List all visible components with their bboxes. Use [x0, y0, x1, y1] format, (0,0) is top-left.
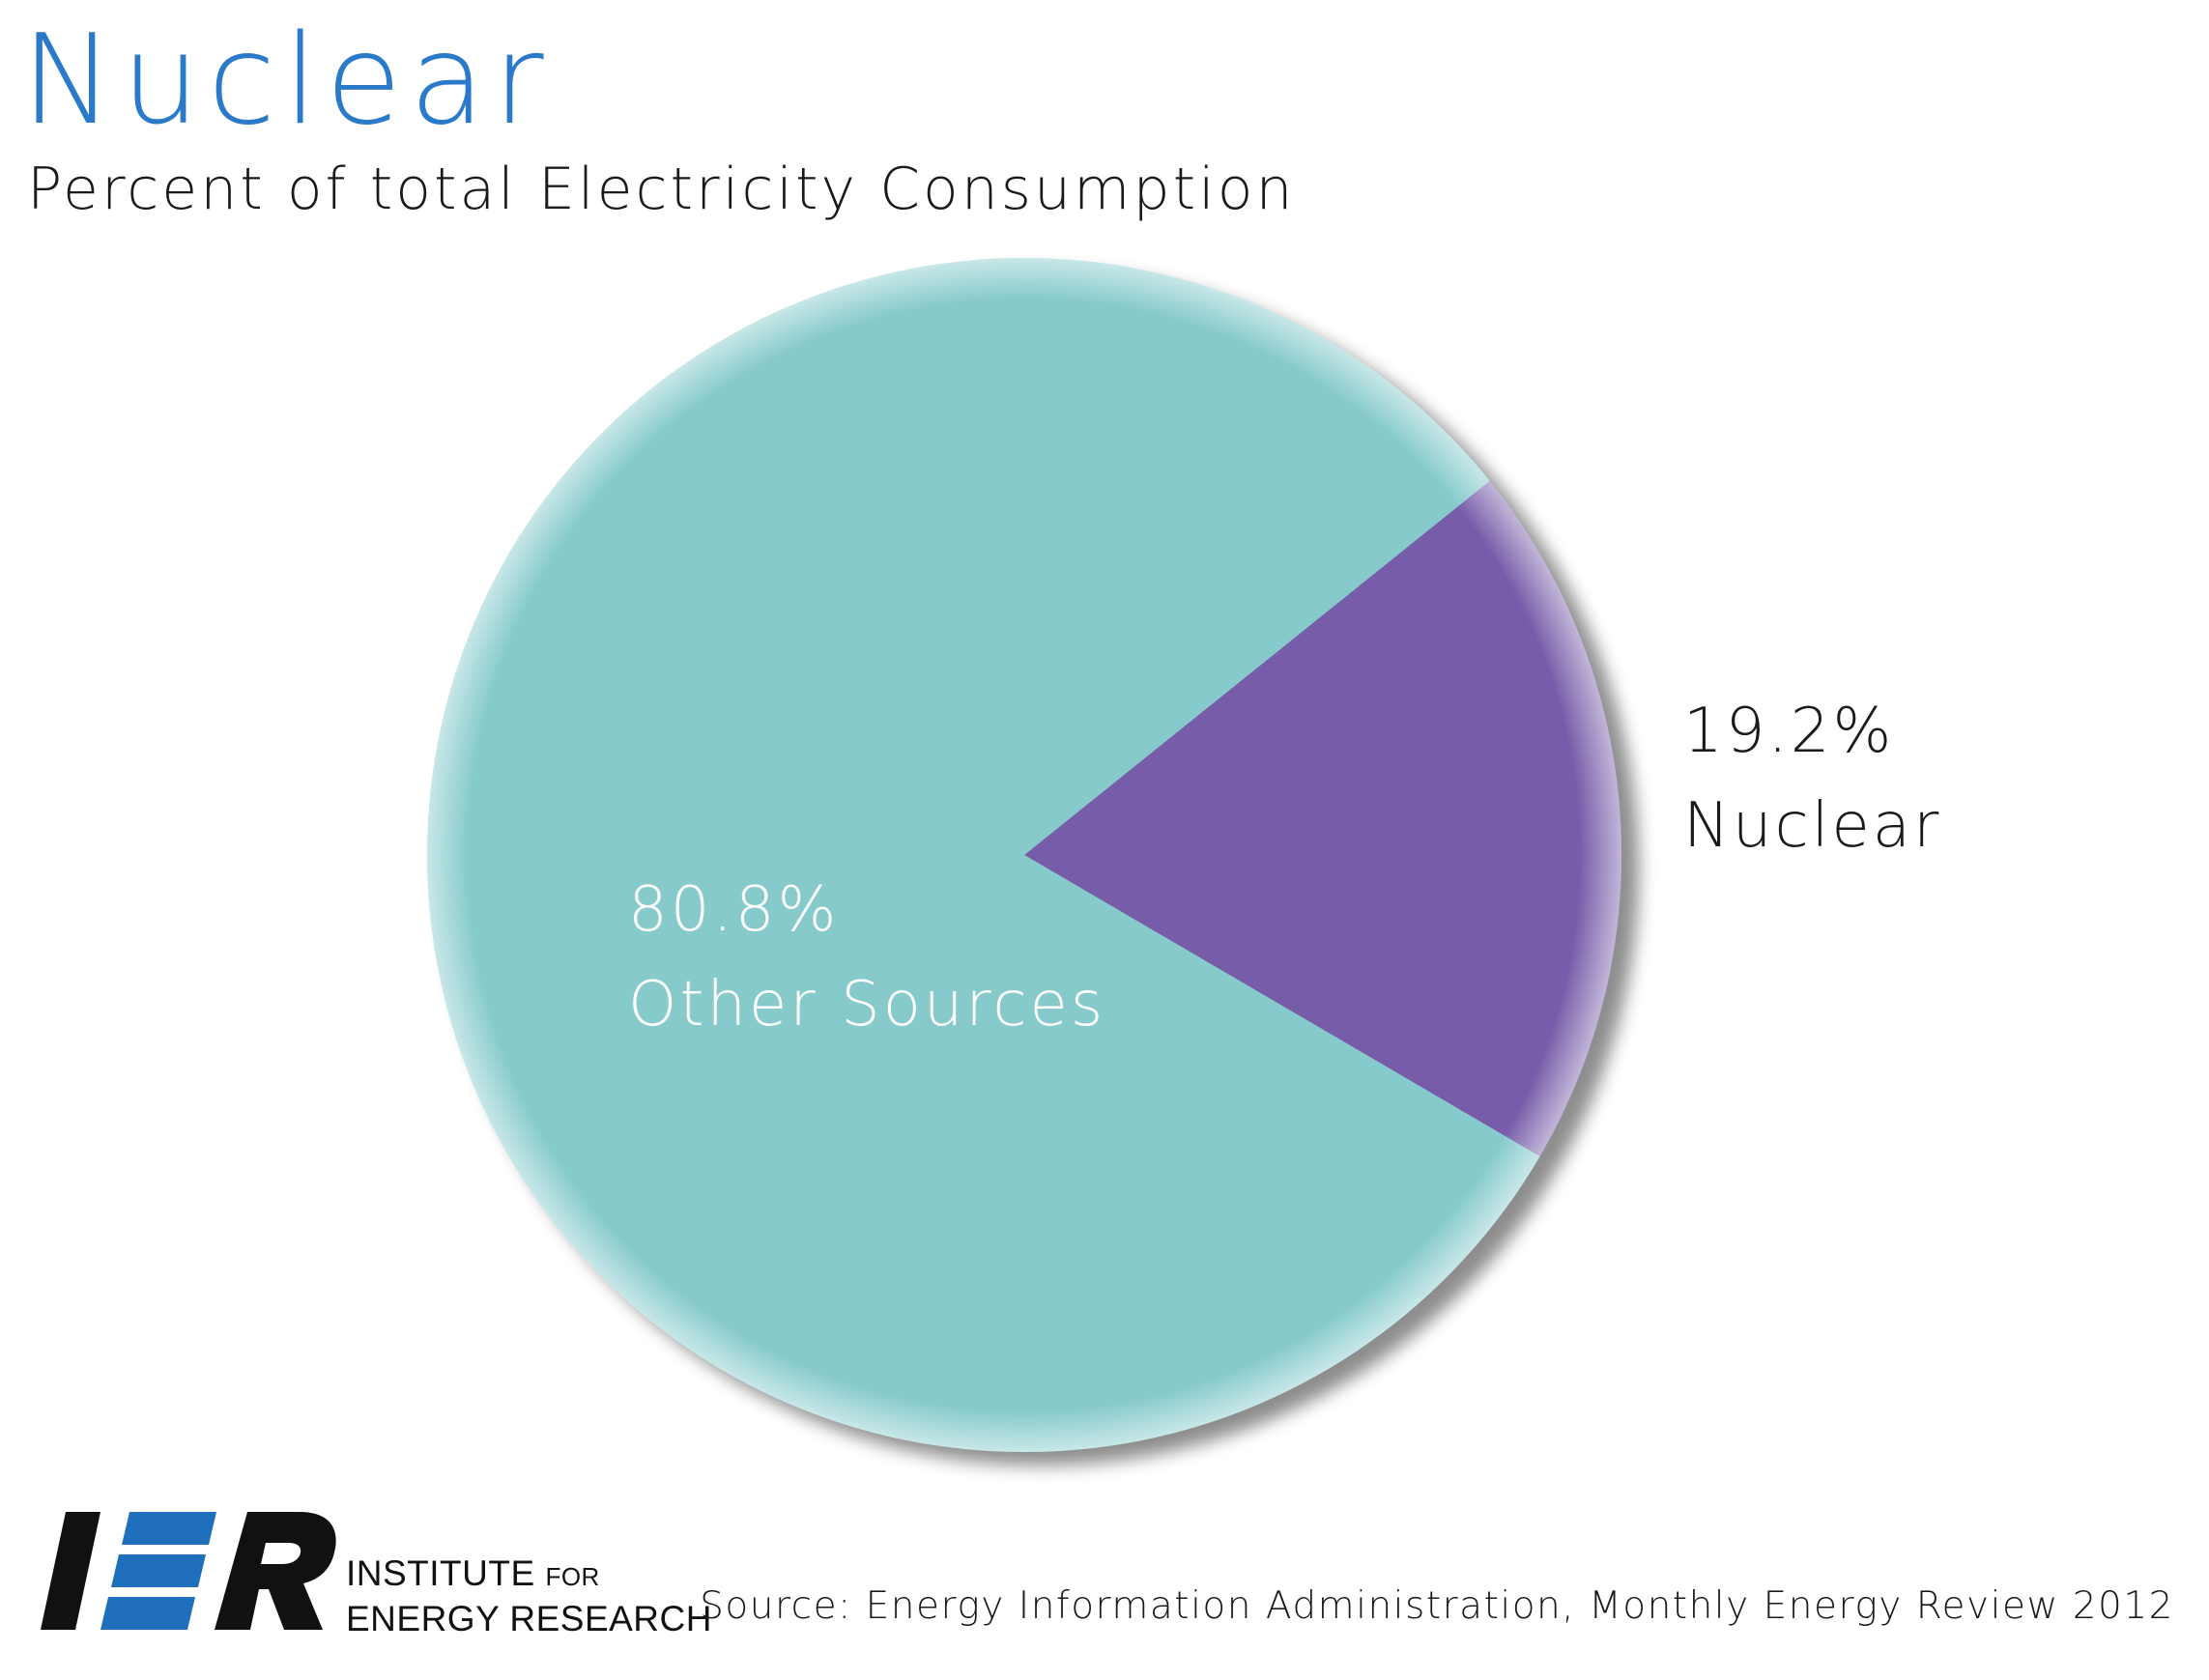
slice-label-other-sources: 80.8% Other Sources: [628, 874, 1105, 1040]
logo-letter-e-bar-top: [122, 1512, 216, 1545]
slice-value-label: 80.8%: [628, 874, 839, 946]
logo-wordmark-line1: INSTITUTE FOR: [346, 1552, 712, 1598]
slice-name-label: Nuclear: [1683, 790, 1941, 862]
logo-letter-e-bar-middle: [111, 1554, 206, 1587]
source-note: Source: Energy Information Administratio…: [700, 1584, 2174, 1628]
logo-letter-r: [215, 1512, 336, 1630]
logo-wordmark-line2: ENERGY RESEARCH: [346, 1599, 712, 1638]
slice-value-label: 19.2%: [1683, 696, 1894, 767]
pie-rim-glow: [427, 258, 1621, 1452]
slice-name-label: Other Sources: [628, 969, 1105, 1040]
logo-letter-e-bar-bottom: [100, 1597, 195, 1630]
logo-line1-small-text: FOR: [545, 1562, 600, 1591]
logo-letter-i: [41, 1512, 100, 1630]
slice-label-nuclear: 19.2% Nuclear: [1683, 696, 1941, 862]
chart-subtitle: Percent of total Electricity Consumption: [27, 156, 1296, 223]
ier-logo-icon: [41, 1512, 336, 1630]
chart-title: Nuclear: [21, 9, 552, 153]
logo-wordmark: INSTITUTE FOR ENERGY RESEARCH: [346, 1552, 712, 1640]
logo-line1-text: INSTITUTE: [346, 1553, 535, 1593]
